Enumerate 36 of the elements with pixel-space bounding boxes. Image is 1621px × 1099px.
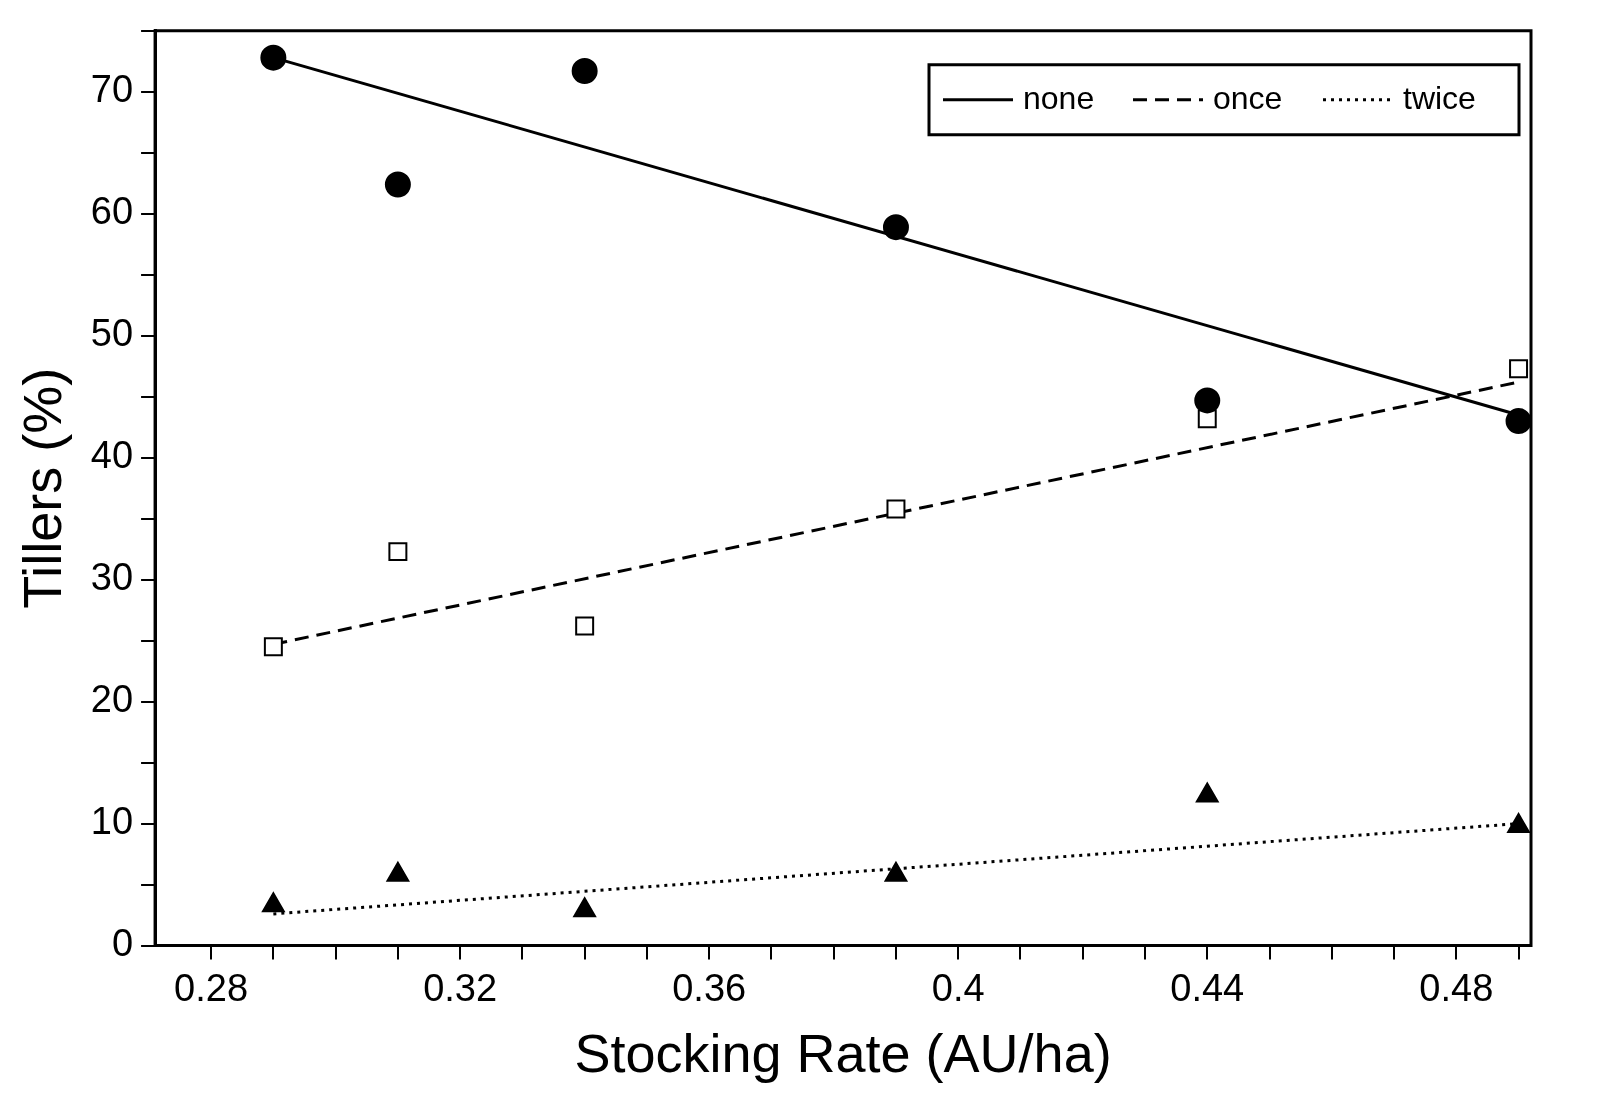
point [1505, 408, 1531, 435]
y-tick-label: 10 [90, 800, 134, 843]
point [575, 616, 595, 636]
point [263, 637, 283, 657]
legend-label: once [1213, 79, 1283, 116]
point [1195, 782, 1219, 803]
y-tick-label: 50 [90, 312, 134, 355]
point [384, 171, 411, 198]
point [882, 214, 909, 241]
y-tick-label: 40 [90, 434, 134, 477]
y-tick-label: 20 [90, 678, 134, 721]
legend-label: twice [1403, 79, 1476, 116]
y-tick-label: 30 [90, 556, 134, 599]
y-tick-label: 70 [90, 68, 134, 111]
y-axis-title: Tillers (%) [12, 367, 73, 609]
point [571, 58, 598, 85]
x-tick-label: 0.48 [1419, 966, 1494, 1009]
y-tick-label: 0 [111, 922, 134, 965]
point [1194, 387, 1221, 414]
x-tick-label: 0.32 [423, 966, 498, 1009]
point [573, 897, 597, 918]
point [884, 861, 908, 882]
x-axis-title: Stocking Rate (AU/ha) [574, 1023, 1112, 1084]
x-tick-label: 0.28 [174, 966, 249, 1009]
point [886, 499, 906, 519]
x-tick-label: 0.44 [1170, 966, 1245, 1009]
x-tick-label: 0.36 [672, 966, 747, 1009]
x-tick-label: 0.4 [931, 966, 985, 1009]
y-tick-label: 60 [90, 190, 134, 233]
point [260, 44, 287, 71]
point [1509, 359, 1529, 379]
point [386, 861, 410, 882]
point [388, 542, 408, 562]
point [261, 892, 285, 913]
point [1507, 813, 1530, 834]
legend-label: none [1023, 79, 1095, 116]
